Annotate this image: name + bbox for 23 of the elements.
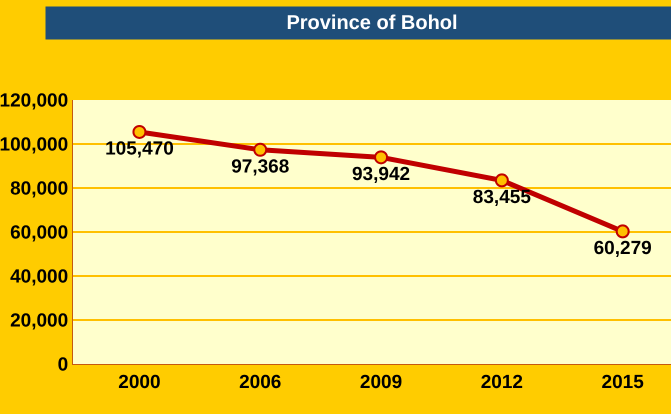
point [253,142,268,157]
y-tick-label: 80,000 [10,178,68,200]
x-tick-label: 2006 [239,372,282,393]
y-tick-label: 100,000 [0,134,68,156]
y-tick-label: 40,000 [10,266,68,288]
point [616,224,630,238]
point [132,124,146,139]
x-tick-label: 2015 [602,372,644,393]
data-label: 105,470 [105,138,174,160]
y-tick-label: 60,000 [10,222,68,244]
y-tick-label: 20,000 [10,310,68,332]
y-tick-label: 0 [58,354,68,376]
x-tick-label: 2009 [360,372,402,393]
x-tick-label: 2012 [480,372,524,393]
point [494,173,509,188]
y-tick-label: 120,000 [0,90,68,112]
chart-title: Province of Bohol [286,12,458,34]
point [374,150,388,164]
data-label: 93,942 [352,164,410,186]
data-label: 83,455 [472,187,532,208]
data-label: 97,368 [231,156,290,178]
data-label: 60,279 [594,238,652,260]
x-tick-label: 2000 [118,372,161,393]
